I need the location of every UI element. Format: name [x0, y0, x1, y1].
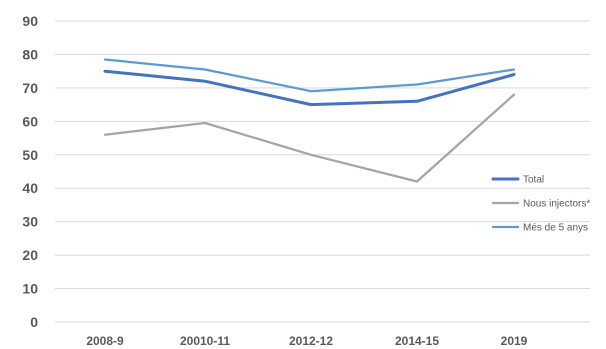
y-tick-label: 60	[22, 113, 38, 129]
y-tick-label: 80	[22, 46, 38, 62]
y-tick-label: 10	[22, 281, 38, 297]
y-tick-label: 30	[22, 214, 38, 230]
x-axis-ticks: 2008-9 20010-11 2012-12 2014-15 2019	[86, 334, 527, 348]
series-line-m-s-de-5-anys	[103, 58, 516, 93]
x-tick-label: 20010-11	[180, 334, 230, 348]
legend-label: Nous injectors*	[523, 199, 590, 210]
gridlines	[55, 20, 590, 323]
x-tick-label: 2014-15	[395, 334, 439, 348]
y-tick-label: 0	[30, 314, 38, 330]
x-tick-label: 2008-9	[86, 334, 124, 348]
y-tick-label: 40	[22, 180, 38, 196]
y-tick-label: 70	[22, 80, 38, 96]
y-tick-label: 50	[22, 147, 38, 163]
legend-label: Més de 5 anys	[523, 223, 588, 234]
series-line-total	[103, 69, 516, 107]
legend: Total Nous injectors* Més de 5 anys	[491, 175, 590, 234]
y-tick-label: 20	[22, 247, 38, 263]
y-axis-ticks: 0 10 20 30 40 50 60 70 80 90	[22, 13, 38, 330]
series-lines	[103, 58, 516, 183]
x-tick-label: 2019	[501, 334, 528, 348]
series-line-nous-injectors	[103, 93, 516, 183]
y-tick-label: 90	[22, 13, 38, 29]
legend-label: Total	[523, 175, 544, 186]
x-tick-label: 2012-12	[289, 334, 333, 348]
